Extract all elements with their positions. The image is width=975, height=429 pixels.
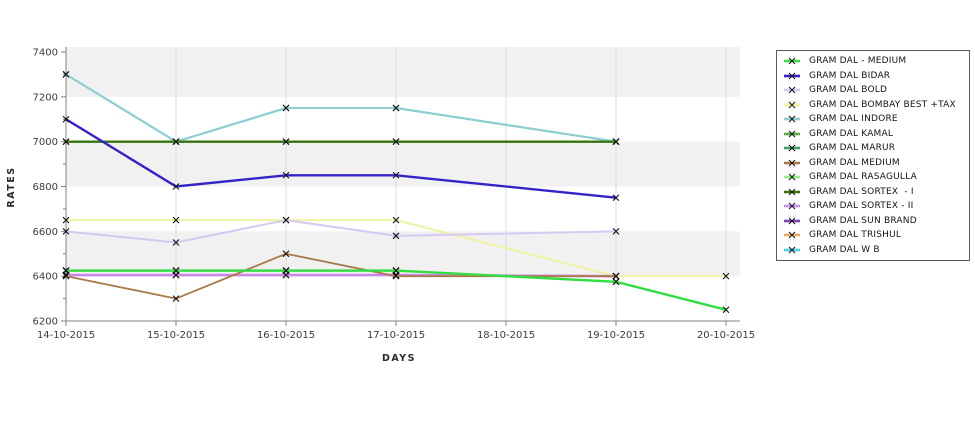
legend-marker-icon (784, 144, 800, 152)
y-tick-label: 6600 (33, 227, 58, 238)
point-marker (282, 171, 290, 179)
legend-item-label: GRAM DAL INDORE (809, 114, 898, 125)
legend-marker-icon (784, 202, 800, 210)
series-line-0 (66, 269, 727, 311)
point-marker (62, 71, 70, 78)
point-marker (722, 306, 730, 314)
legend-item-label: GRAM DAL BOLD (809, 85, 888, 96)
legend-item-label: GRAM DAL W B (809, 244, 880, 255)
point-marker (612, 272, 620, 280)
point-marker (612, 227, 620, 235)
point-marker (282, 138, 290, 146)
legend-item-label: GRAM DAL KAMAL (809, 128, 894, 139)
x-tick-label: 15-10-2015 (147, 330, 205, 341)
legend-marker-icon (784, 246, 800, 254)
point-marker (282, 104, 290, 112)
point-marker (612, 138, 620, 146)
legend-item: GRAM DAL MEDIUM (783, 156, 965, 170)
point-marker (392, 104, 400, 112)
point-marker (612, 194, 620, 202)
legend-item: GRAM DAL KAMAL (783, 127, 965, 141)
legend-item: GRAM DAL TRISHUL (783, 228, 965, 242)
point-marker (62, 267, 70, 274)
point-marker (392, 272, 400, 280)
legend-item-label: GRAM DAL SUN BRAND (809, 215, 917, 226)
point-marker (722, 272, 730, 280)
legend-item: GRAM DAL MARUR (783, 141, 965, 155)
legend-marker-icon (784, 57, 800, 65)
point-marker (282, 250, 290, 258)
legend-item: GRAM DAL SUN BRAND (783, 214, 965, 228)
legend-item-label: GRAM DAL RASAGULLA (809, 172, 917, 183)
point-marker (172, 183, 180, 190)
legend-item: GRAM DAL - MEDIUM (783, 54, 965, 68)
legend-item-label: GRAM DAL - MEDIUM (809, 56, 907, 67)
legend-marker-icon (784, 159, 800, 167)
point-marker (62, 272, 70, 280)
point-marker (172, 295, 180, 302)
y-tick-label: 6800 (33, 182, 58, 193)
legend-item-label: GRAM DAL MARUR (809, 143, 896, 154)
legend-item-label: GRAM DAL TRISHUL (809, 230, 902, 241)
legend-item: GRAM DAL BOLD (783, 83, 965, 97)
legend-item-label: GRAM DAL BIDAR (809, 70, 891, 81)
point-marker (62, 115, 70, 123)
legend-item: GRAM DAL INDORE (783, 112, 965, 126)
rates-line-chart: 6200 6400 6600 6800 7000 7200 7400 14-10-2015 15… (6, 47, 755, 364)
grid-band (66, 47, 740, 97)
point-marker (392, 232, 400, 240)
legend-item: GRAM DAL RASAGULLA (783, 170, 965, 184)
x-tick-label: 17-10-2015 (367, 330, 425, 341)
legend-item: GRAM DAL SORTEX - II (783, 199, 965, 213)
y-tick-label: 6400 (33, 272, 58, 283)
legend-item: GRAM DAL SORTEX - I (783, 185, 965, 199)
point-marker (172, 267, 180, 274)
chart-legend: GRAM DAL - MEDIUM GRAM DAL BIDAR GRAM DAL … (776, 50, 970, 261)
legend-marker-icon (784, 188, 800, 196)
x-tick-label: 18-10-2015 (477, 330, 535, 341)
point-marker (172, 138, 180, 146)
point-marker (62, 227, 70, 235)
legend-item-label: GRAM DAL BOMBAY BEST +TAX (809, 99, 956, 110)
x-tick-label: 16-10-2015 (257, 330, 315, 341)
y-tick-label: 7400 (33, 48, 58, 59)
legend-marker-icon (784, 173, 800, 181)
x-tick-label: 20-10-2015 (697, 330, 755, 341)
legend-marker-icon (784, 217, 800, 225)
legend-marker-icon (784, 130, 800, 138)
legend-marker-icon (784, 72, 800, 80)
y-axis-title: RATES (6, 166, 17, 207)
y-tick-label: 7000 (33, 137, 58, 148)
point-marker (392, 171, 400, 179)
legend-marker-icon (784, 101, 800, 109)
legend-marker-icon (784, 86, 800, 94)
point-marker (392, 216, 400, 224)
point-marker (282, 216, 290, 224)
point-marker (62, 216, 70, 224)
y-tick-label: 6200 (33, 317, 58, 328)
legend-item: GRAM DAL BIDAR (783, 69, 965, 83)
x-axis-title: DAYS (382, 353, 416, 364)
legend-item-label: GRAM DAL SORTEX - I (809, 186, 914, 197)
legend-item-label: GRAM DAL SORTEX - II (809, 201, 914, 212)
x-tick-label: 14-10-2015 (37, 330, 95, 341)
point-marker (612, 278, 620, 286)
x-tick-label: 19-10-2015 (587, 330, 645, 341)
point-marker (282, 267, 290, 274)
legend-marker-icon (784, 231, 800, 239)
point-marker (392, 267, 400, 274)
legend-item-label: GRAM DAL MEDIUM (809, 157, 900, 168)
point-marker (172, 239, 180, 246)
grid-band (66, 141, 740, 187)
legend-item: GRAM DAL BOMBAY BEST +TAX (783, 98, 965, 112)
point-marker (172, 216, 180, 224)
point-marker (392, 138, 400, 146)
series-line-3 (66, 219, 726, 278)
y-tick-label: 7200 (33, 92, 58, 103)
legend-item: GRAM DAL W B (783, 243, 965, 257)
legend-marker-icon (784, 115, 800, 123)
point-marker (62, 138, 70, 146)
